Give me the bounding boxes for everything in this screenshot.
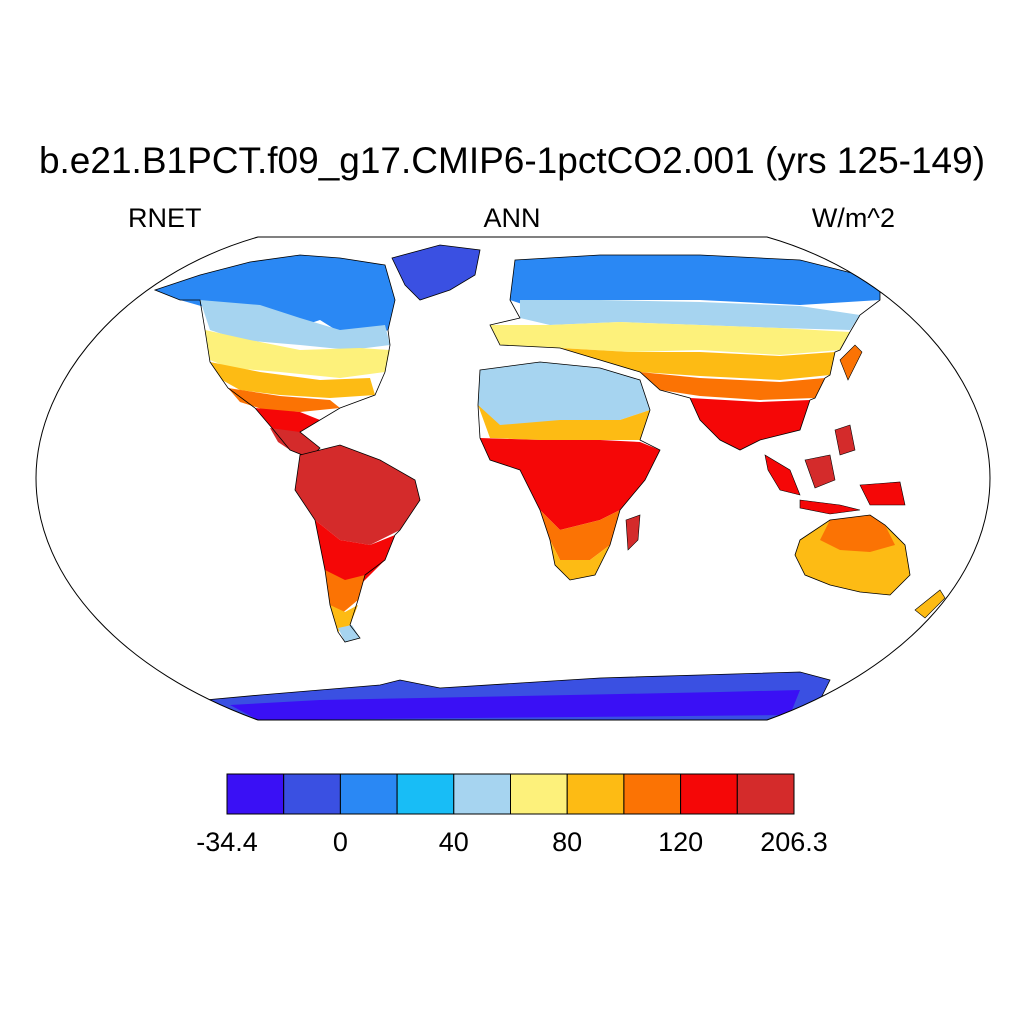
map-content	[153, 244, 946, 720]
colorbar-box-4	[453, 773, 511, 815]
colorbar-tick-label: 206.3	[760, 827, 828, 857]
variable-label: RNET	[128, 203, 202, 233]
colorbar-box-5	[510, 773, 568, 815]
colorbar-tick-label: 80	[552, 827, 583, 857]
colorbar-tick-label: -34.4	[196, 827, 258, 857]
southeast-asia-islands	[764, 424, 906, 515]
season-label: ANN	[483, 203, 541, 233]
colorbar-box-9	[736, 773, 795, 815]
colorbar-box-1	[283, 773, 341, 815]
australia	[794, 514, 911, 596]
africa	[477, 361, 661, 581]
south-america	[294, 444, 421, 643]
colorbar-tick-label: 120	[658, 827, 704, 857]
antarctica	[204, 671, 831, 720]
colorbar-box-6	[566, 773, 625, 815]
colorbar-box-3	[396, 773, 455, 815]
north-america	[153, 254, 396, 459]
map-border	[35, 236, 991, 721]
colorbar-box-2	[339, 773, 398, 815]
colorbar-tick-label: 40	[438, 827, 469, 857]
eurasia	[489, 254, 881, 451]
madagascar	[625, 514, 641, 551]
colorbar-box-0	[226, 773, 285, 815]
greenland	[391, 244, 481, 301]
colorbar-tick-label: 0	[332, 827, 348, 857]
colorbar-box-8	[680, 773, 738, 815]
plot-title: b.e21.B1PCT.f09_g17.CMIP6-1pctCO2.001 (y…	[38, 140, 986, 181]
japan	[839, 344, 863, 381]
units-label: W/m^2	[811, 203, 895, 233]
colorbar-box-7	[623, 773, 682, 815]
new-zealand	[914, 589, 946, 619]
